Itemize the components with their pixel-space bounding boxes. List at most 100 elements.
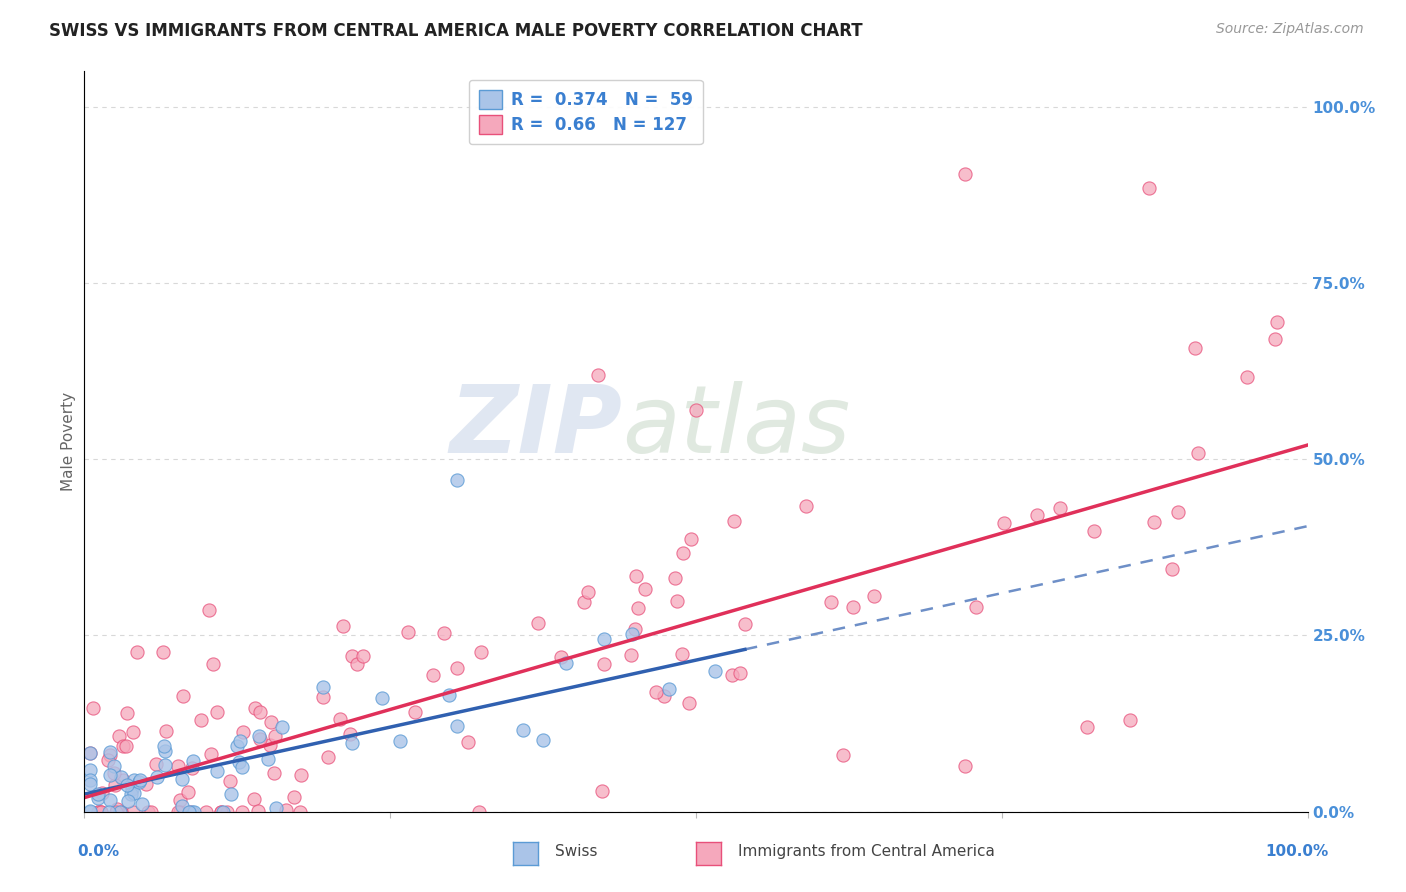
Point: [1160, 562, 1182, 576]
Point: [121, 782, 143, 797]
Point: [90, 805, 112, 819]
Text: 100.0%: 100.0%: [1265, 845, 1329, 859]
Point: [215, 805, 238, 819]
Point: [626, 569, 648, 583]
Point: [105, 802, 128, 816]
Point: [620, 648, 643, 662]
Point: [593, 657, 616, 671]
Point: [169, 793, 191, 807]
Point: [98, 748, 121, 763]
Point: [457, 735, 479, 749]
Point: [172, 772, 194, 786]
Point: [125, 645, 148, 659]
Point: [200, 747, 222, 762]
Point: [1137, 180, 1160, 194]
Point: [831, 748, 853, 763]
Point: [145, 756, 167, 771]
Point: [211, 805, 233, 819]
Point: [576, 584, 599, 599]
Point: [103, 766, 125, 780]
Point: [89, 805, 111, 819]
Point: [288, 805, 311, 819]
Point: [197, 602, 219, 616]
Point: [329, 713, 352, 727]
Point: [103, 759, 125, 773]
Point: [531, 733, 554, 747]
Point: [107, 729, 129, 743]
Point: [131, 797, 153, 811]
Point: [953, 759, 976, 773]
Point: [152, 645, 174, 659]
Point: [129, 772, 152, 787]
Point: [446, 473, 468, 487]
Point: [98, 745, 121, 759]
Point: [620, 626, 643, 640]
Point: [90, 786, 112, 800]
Point: [352, 649, 374, 664]
Point: [110, 770, 132, 784]
Point: [242, 792, 264, 806]
Point: [172, 690, 194, 704]
Point: [128, 774, 150, 789]
Point: [664, 571, 686, 585]
Point: [110, 805, 132, 819]
Point: [79, 805, 101, 819]
Point: [339, 727, 361, 741]
Point: [340, 736, 363, 750]
Point: [231, 760, 253, 774]
Point: [153, 757, 176, 772]
Point: [396, 625, 419, 640]
Point: [115, 739, 138, 753]
Point: [332, 619, 354, 633]
Point: [247, 729, 270, 743]
Point: [249, 731, 271, 746]
Point: [209, 805, 232, 819]
Point: [179, 805, 201, 819]
Point: [112, 739, 135, 753]
Point: [180, 761, 202, 775]
Point: [672, 545, 695, 559]
Point: [264, 730, 287, 744]
Point: [249, 706, 271, 720]
Point: [446, 719, 468, 733]
Point: [97, 753, 120, 767]
Point: [1076, 720, 1098, 734]
Point: [1119, 713, 1142, 727]
Point: [205, 705, 228, 719]
Point: [169, 805, 191, 819]
Point: [312, 690, 335, 704]
Point: [1049, 501, 1071, 516]
Point: [259, 739, 281, 753]
Point: [283, 789, 305, 804]
Point: [652, 689, 675, 703]
Point: [723, 515, 745, 529]
Point: [446, 661, 468, 675]
Legend: R =  0.374   N =  59, R =  0.66   N = 127: R = 0.374 N = 59, R = 0.66 N = 127: [470, 79, 703, 144]
Point: [290, 768, 312, 782]
Point: [389, 734, 412, 748]
Point: [624, 622, 647, 636]
Point: [681, 532, 703, 546]
Point: [141, 805, 163, 819]
Point: [117, 794, 139, 808]
Point: [97, 805, 120, 819]
Text: SWISS VS IMMIGRANTS FROM CENTRAL AMERICA MALE POVERTY CORRELATION CHART: SWISS VS IMMIGRANTS FROM CENTRAL AMERICA…: [49, 22, 863, 40]
Point: [245, 701, 267, 715]
Point: [112, 772, 135, 787]
Point: [79, 746, 101, 760]
Point: [135, 777, 157, 791]
Point: [550, 649, 572, 664]
Point: [346, 657, 368, 671]
Point: [276, 803, 298, 817]
Point: [316, 750, 339, 764]
Point: [181, 805, 204, 819]
Point: [437, 689, 460, 703]
Point: [98, 767, 121, 781]
Point: [115, 778, 138, 792]
Point: [842, 599, 865, 614]
Text: ZIP: ZIP: [450, 381, 623, 473]
Point: [264, 801, 287, 815]
Point: [1184, 341, 1206, 355]
Point: [110, 805, 132, 819]
Point: [79, 773, 101, 788]
